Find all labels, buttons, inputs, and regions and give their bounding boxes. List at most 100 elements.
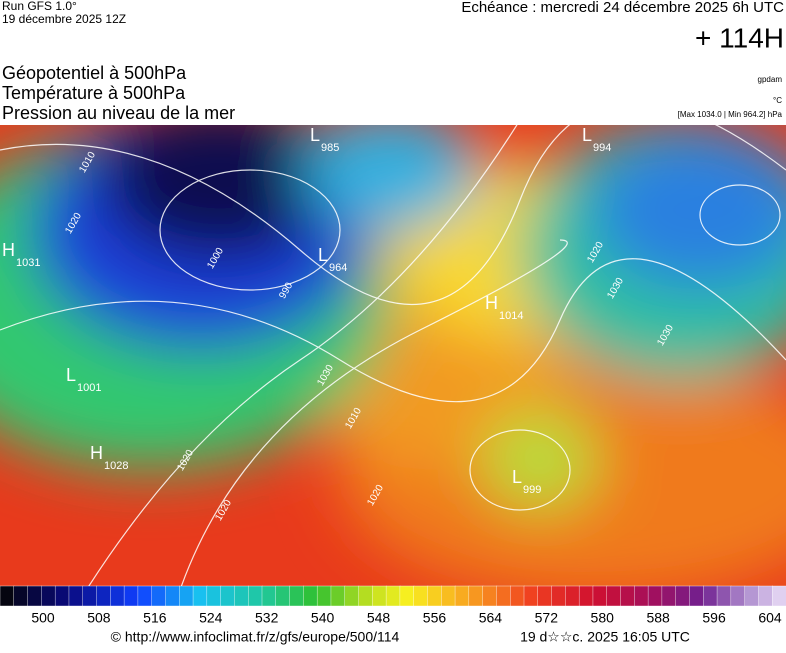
colorbar-cell — [234, 585, 249, 607]
title: Géopotentiel à 500hPa — [2, 63, 187, 83]
unit: °C — [773, 96, 782, 105]
colorbar-cell — [592, 585, 608, 607]
colorbar-cell — [27, 585, 43, 607]
run-label: Run GFS 1.0° — [2, 0, 77, 13]
colorbar-cell — [427, 585, 442, 607]
colorbar-cell — [13, 585, 29, 607]
colorbar-cell — [0, 585, 15, 607]
echeance: Echéance : mercredi 24 décembre 2025 6h … — [461, 0, 784, 16]
colorbar-cell — [399, 585, 415, 607]
colorbar-cell — [68, 585, 84, 607]
colorbar-cell — [303, 585, 318, 607]
title: Pression au niveau de la mer — [2, 103, 235, 123]
center-letter: H — [485, 293, 498, 313]
timestamp: 19 d☆☆c. 2025 16:05 UTC — [520, 629, 690, 645]
colorbar-cell — [744, 585, 760, 607]
colorbar-cell — [454, 585, 470, 607]
colorbar-cell — [206, 585, 222, 607]
colorbar — [0, 585, 786, 607]
center-letter: L — [318, 245, 328, 265]
center-value: 964 — [329, 262, 347, 274]
colorbar-cell — [316, 585, 332, 607]
colorbar-cell — [565, 585, 580, 607]
colorbar-label: 604 — [758, 610, 782, 626]
center-value: 994 — [593, 142, 611, 154]
colorbar-cell — [441, 585, 456, 607]
colorbar-cell — [289, 585, 305, 607]
colorbar-cell — [606, 585, 622, 607]
colorbar-label: 596 — [702, 610, 726, 626]
center-letter: H — [2, 240, 15, 260]
center-value: 1028 — [104, 460, 128, 472]
colorbar-cell — [482, 585, 498, 607]
colorbar-cell — [634, 585, 649, 607]
colorbar-label: 572 — [535, 610, 559, 626]
colorbar-cell — [372, 585, 387, 607]
colorbar-label: 524 — [199, 610, 223, 626]
colorbar-cell — [468, 585, 484, 607]
colorbar-cell — [275, 585, 291, 607]
colorbar-cell — [647, 585, 663, 607]
colorbar-cell — [96, 585, 112, 607]
colorbar-cell — [758, 585, 773, 607]
colorbar-cell — [730, 585, 746, 607]
colorbar-cell — [689, 585, 704, 607]
center-letter: H — [90, 443, 103, 463]
colorbar-cell — [675, 585, 691, 607]
lead-time: + 114H — [695, 22, 784, 53]
colorbar-cell — [385, 585, 401, 607]
colorbar-label: 540 — [311, 610, 335, 626]
center-value: 1014 — [499, 310, 523, 322]
colorbar-cell — [165, 585, 180, 607]
colorbar-cell — [703, 585, 718, 607]
colorbar-cell — [772, 585, 786, 607]
colorbar-cell — [137, 585, 153, 607]
center-letter: L — [66, 365, 76, 385]
colorbar-label: 508 — [87, 610, 111, 626]
colorbar-cell — [110, 585, 125, 607]
source-url: © http://www.infoclimat.fr/z/gfs/europe/… — [111, 629, 400, 645]
temperature-field — [0, 125, 786, 586]
colorbar-cell — [344, 585, 360, 607]
colorbar-cell — [413, 585, 429, 607]
colorbar-cell — [358, 585, 374, 607]
center-value: 1031 — [16, 257, 40, 269]
center-letter: L — [582, 125, 592, 145]
colorbar-cell — [496, 585, 511, 607]
unit: [Max 1034.0 | Min 964.2] hPa — [678, 110, 783, 119]
unit: gpdam — [758, 75, 783, 84]
colorbar-cell — [716, 585, 732, 607]
colorbar-cell — [551, 585, 567, 607]
colorbar-cell — [330, 585, 346, 607]
colorbar-cell — [261, 585, 277, 607]
colorbar-cell — [192, 585, 208, 607]
colorbar-cell — [661, 585, 677, 607]
colorbar-cell — [523, 585, 539, 607]
colorbar-label: 532 — [255, 610, 279, 626]
colorbar-cell — [220, 585, 236, 607]
center-value: 1001 — [77, 382, 101, 394]
colorbar-cell — [41, 585, 56, 607]
colorbar-label: 556 — [423, 610, 447, 626]
colorbar-cell — [578, 585, 594, 607]
center-letter: L — [310, 125, 320, 145]
colorbar-cell — [54, 585, 70, 607]
colorbar-label: 588 — [646, 610, 670, 626]
colorbar-label: 564 — [479, 610, 503, 626]
colorbar-label: 548 — [367, 610, 391, 626]
center-value: 985 — [321, 142, 339, 154]
colorbar-cell — [248, 585, 263, 607]
center-value: 999 — [523, 484, 541, 496]
colorbar-cell — [179, 585, 194, 607]
colorbar-cell — [123, 585, 139, 607]
center-letter: L — [512, 467, 522, 487]
run-date: 19 décembre 2025 12Z — [2, 12, 126, 26]
colorbar-cell — [82, 585, 98, 607]
colorbar-cell — [151, 585, 167, 607]
colorbar-cell — [620, 585, 636, 607]
colorbar-cell — [510, 585, 525, 607]
colorbar-cell — [537, 585, 553, 607]
colorbar-label: 500 — [31, 610, 55, 626]
colorbar-label: 516 — [143, 610, 167, 626]
